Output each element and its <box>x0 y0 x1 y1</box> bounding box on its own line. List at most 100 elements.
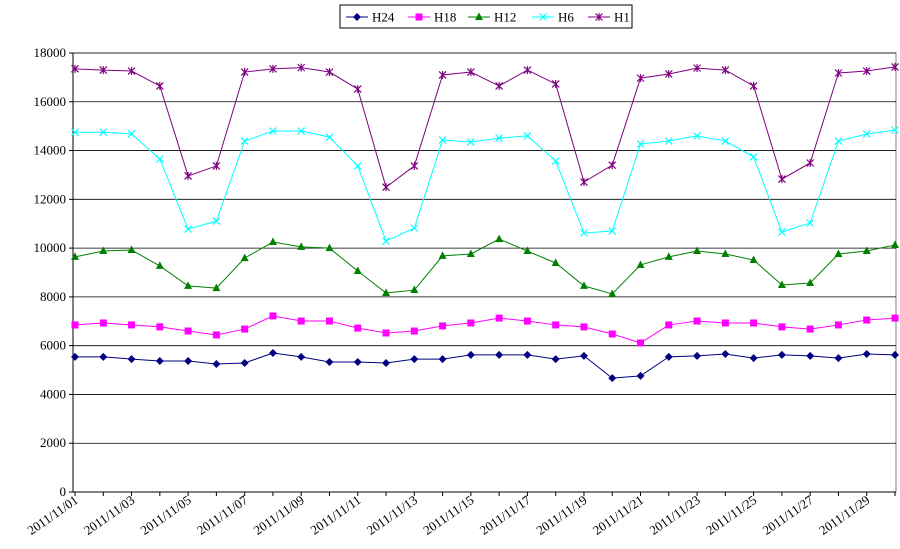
legend-marker <box>475 12 483 20</box>
marker <box>495 234 504 243</box>
marker <box>636 260 645 268</box>
y-tick-label: 14000 <box>34 143 67 158</box>
y-tick-label: 12000 <box>34 191 67 206</box>
marker <box>637 339 645 347</box>
marker <box>438 251 447 259</box>
marker <box>580 178 588 187</box>
x-tick-label: 2011/11/07 <box>194 492 251 538</box>
marker <box>721 349 730 358</box>
legend-marker <box>595 13 603 21</box>
marker <box>382 329 390 337</box>
marker <box>71 352 79 361</box>
marker <box>353 161 362 170</box>
marker <box>806 325 814 333</box>
marker <box>71 321 79 329</box>
marker <box>608 161 617 170</box>
marker <box>891 62 899 71</box>
marker <box>608 330 616 338</box>
marker <box>664 352 673 361</box>
marker <box>212 359 221 368</box>
marker <box>240 137 249 145</box>
marker <box>212 331 220 339</box>
marker <box>834 137 843 145</box>
marker <box>325 133 334 142</box>
marker <box>664 137 673 145</box>
marker <box>891 126 899 134</box>
series-line <box>75 129 896 242</box>
marker <box>99 66 108 75</box>
y-tick-label: 6000 <box>40 338 66 353</box>
marker <box>806 351 815 360</box>
marker <box>862 130 871 138</box>
legend: H24 H18 H12 H6 H1 <box>339 4 633 29</box>
marker <box>693 131 701 140</box>
marker <box>466 350 475 359</box>
marker <box>693 351 702 360</box>
marker <box>749 255 758 264</box>
marker <box>466 68 475 77</box>
marker <box>184 171 193 180</box>
marker <box>439 322 447 330</box>
x-tick-label: 2011/11/21 <box>590 492 646 538</box>
marker <box>184 281 193 289</box>
marker <box>495 81 504 90</box>
marker <box>551 79 560 88</box>
series-line <box>74 66 896 188</box>
marker <box>127 355 136 364</box>
marker <box>184 225 193 234</box>
marker <box>382 237 390 245</box>
marker <box>99 128 108 137</box>
x-tick-label: 2011/11/17 <box>477 492 534 538</box>
marker <box>212 217 221 225</box>
x-tick-label: 2011/11/09 <box>251 492 307 538</box>
plot-area <box>72 52 897 493</box>
marker <box>71 128 79 137</box>
marker <box>269 312 277 320</box>
marker <box>777 350 786 359</box>
marker <box>636 140 645 148</box>
marker <box>834 321 842 329</box>
marker <box>240 358 249 367</box>
x-tick-label: 2011/11/05 <box>137 492 193 538</box>
marker <box>127 130 136 138</box>
marker <box>806 278 815 286</box>
series-line <box>74 315 896 344</box>
marker <box>127 245 136 254</box>
marker <box>891 350 899 359</box>
x-tick-label: 2011/11/29 <box>816 492 872 538</box>
marker <box>834 354 843 363</box>
marker <box>354 324 362 332</box>
x-tick-label: 2011/11/25 <box>703 492 759 538</box>
marker <box>325 243 334 252</box>
marker <box>325 317 333 325</box>
marker <box>212 161 221 170</box>
marker <box>495 314 503 322</box>
legend-label: H12 <box>494 10 516 25</box>
marker <box>438 355 447 364</box>
marker <box>353 266 362 275</box>
series-line <box>75 352 896 379</box>
marker <box>269 127 277 135</box>
marker <box>749 152 758 161</box>
marker <box>552 321 560 329</box>
marker <box>410 285 419 294</box>
marker <box>693 317 701 325</box>
legend-label: H18 <box>434 10 456 25</box>
y-tick-label: 0 <box>60 484 67 499</box>
legend-label: H6 <box>558 10 574 25</box>
marker <box>579 351 588 360</box>
marker <box>806 158 815 167</box>
y-tick-label: 8000 <box>40 289 66 304</box>
marker <box>71 252 79 260</box>
marker <box>438 70 447 79</box>
marker <box>297 317 305 325</box>
marker <box>891 240 899 248</box>
legend-marker <box>539 13 547 21</box>
marker <box>664 252 673 260</box>
marker <box>862 246 871 255</box>
marker <box>636 371 645 380</box>
marker <box>580 323 588 331</box>
marker <box>353 85 362 94</box>
marker <box>551 355 560 364</box>
